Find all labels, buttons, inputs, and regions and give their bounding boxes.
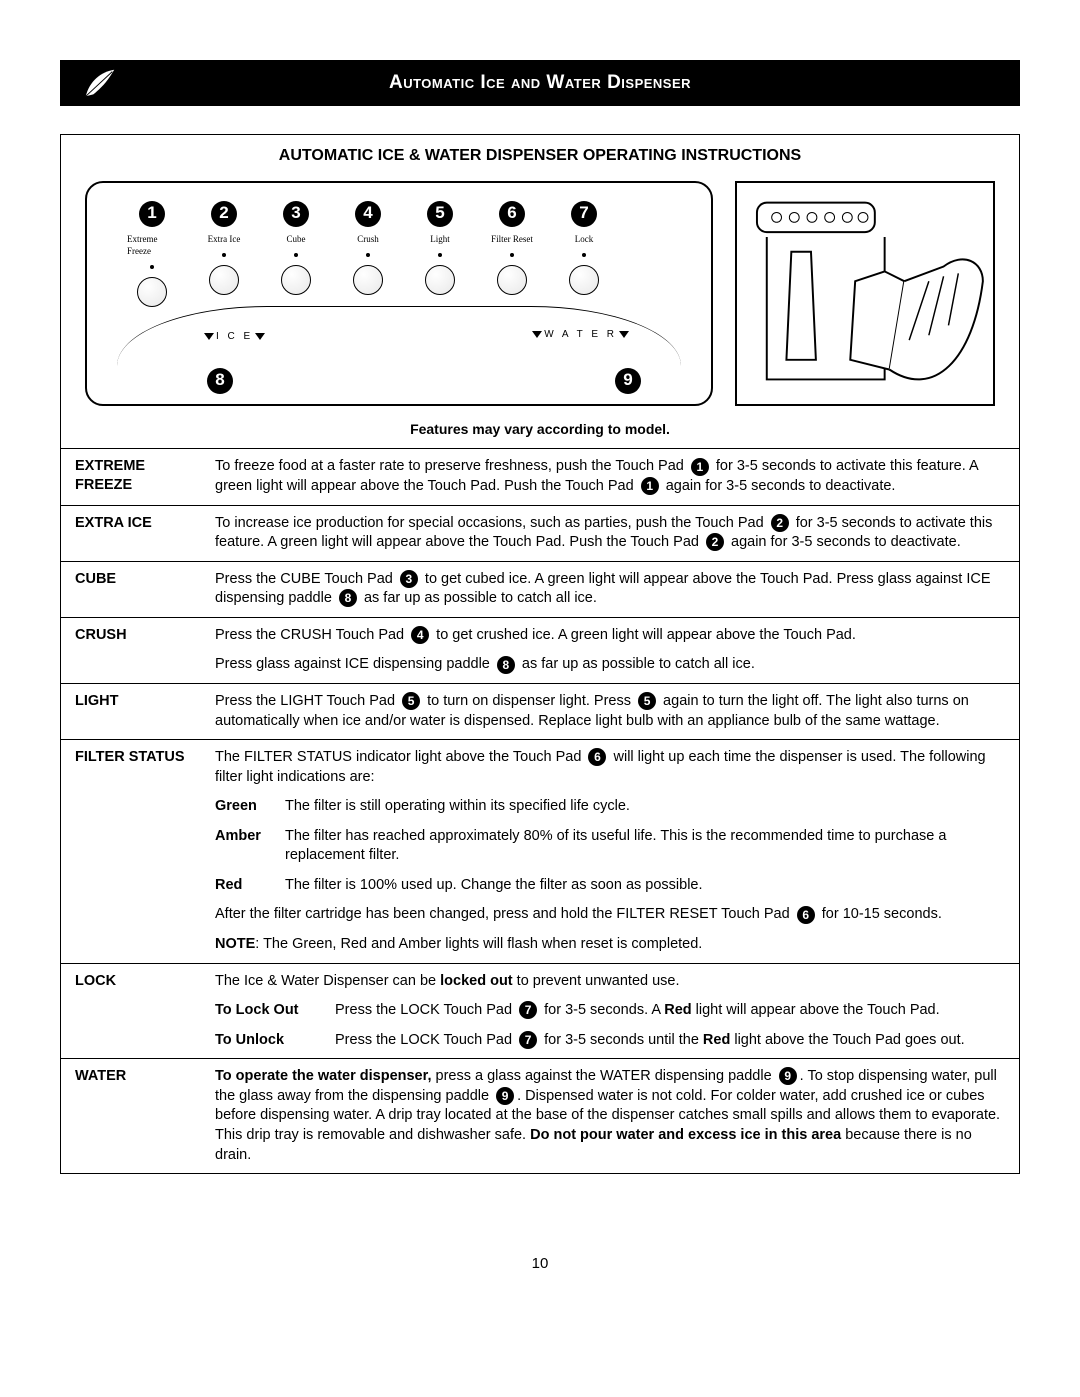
callout-9: 9	[615, 368, 641, 394]
badge-6b-icon: 6	[797, 906, 815, 924]
page-number: 10	[60, 1254, 1020, 1274]
badge-7-icon: 7	[519, 1001, 537, 1019]
badge-2b-icon: 2	[706, 533, 724, 551]
callout-3: 3	[283, 201, 309, 227]
label-light: LIGHT	[61, 683, 201, 739]
callout-7: 7	[571, 201, 597, 227]
label-water: WATER	[61, 1059, 201, 1173]
page: Automatic Ice and Water Dispenser AUTOMA…	[0, 0, 1080, 1314]
badge-8b-icon: 8	[497, 656, 515, 674]
diagram-caption: Features may vary according to model.	[61, 414, 1019, 449]
section-title: AUTOMATIC ICE & WATER DISPENSER OPERATIN…	[61, 135, 1019, 181]
label-extra-ice: EXTRA ICE	[61, 505, 201, 561]
badge-1-icon: 1	[691, 458, 709, 476]
features-table: EXTREME FREEZE To freeze food at a faste…	[61, 448, 1019, 1173]
callout-8: 8	[207, 368, 233, 394]
badge-1b-icon: 1	[641, 477, 659, 495]
label-cube: CUBE	[61, 561, 201, 617]
row-cube: CUBE Press the CUBE Touch Pad 3 to get c…	[61, 561, 1019, 617]
callout-1: 1	[139, 201, 165, 227]
callout-2: 2	[211, 201, 237, 227]
title-text: Automatic Ice and Water Dispenser	[60, 70, 1020, 96]
badge-3-icon: 3	[400, 570, 418, 588]
row-lock: LOCK The Ice & Water Dispenser can be lo…	[61, 963, 1019, 1059]
row-light: LIGHT Press the LIGHT Touch Pad 5 to tur…	[61, 683, 1019, 739]
label-extreme-freeze: EXTREME FREEZE	[61, 449, 201, 505]
row-crush: CRUSH Press the CRUSH Touch Pad 4 to get…	[61, 617, 1019, 683]
badge-5-icon: 5	[402, 692, 420, 710]
row-water: WATER To operate the water dispenser, pr…	[61, 1059, 1019, 1173]
label-lock: LOCK	[61, 963, 201, 1059]
callout-6: 6	[499, 201, 525, 227]
callout-4: 4	[355, 201, 381, 227]
badge-9b-icon: 9	[496, 1087, 514, 1105]
diagram-row: 1Extreme Freeze 2Extra Ice 3Cube 4Crush …	[61, 181, 1019, 414]
badge-6-icon: 6	[588, 748, 606, 766]
badge-7b-icon: 7	[519, 1031, 537, 1049]
row-extra-ice: EXTRA ICE To increase ice production for…	[61, 505, 1019, 561]
ice-label: I C E	[202, 330, 267, 344]
brand-leaf-icon	[80, 64, 118, 108]
badge-8-icon: 8	[339, 589, 357, 607]
row-filter-status: FILTER STATUS The FILTER STATUS indicato…	[61, 740, 1019, 964]
row-extreme-freeze: EXTREME FREEZE To freeze food at a faste…	[61, 449, 1019, 505]
water-label: W A T E R	[530, 328, 631, 342]
label-filter-status: FILTER STATUS	[61, 740, 201, 964]
badge-2-icon: 2	[771, 514, 789, 532]
main-frame: AUTOMATIC ICE & WATER DISPENSER OPERATIN…	[60, 134, 1020, 1174]
label-crush: CRUSH	[61, 617, 201, 683]
control-panel-diagram: 1Extreme Freeze 2Extra Ice 3Cube 4Crush …	[85, 181, 713, 406]
badge-9-icon: 9	[779, 1067, 797, 1085]
title-bar: Automatic Ice and Water Dispenser	[60, 60, 1020, 106]
badge-5b-icon: 5	[638, 692, 656, 710]
usage-illustration	[735, 181, 995, 406]
callout-5: 5	[427, 201, 453, 227]
badge-4-icon: 4	[411, 626, 429, 644]
